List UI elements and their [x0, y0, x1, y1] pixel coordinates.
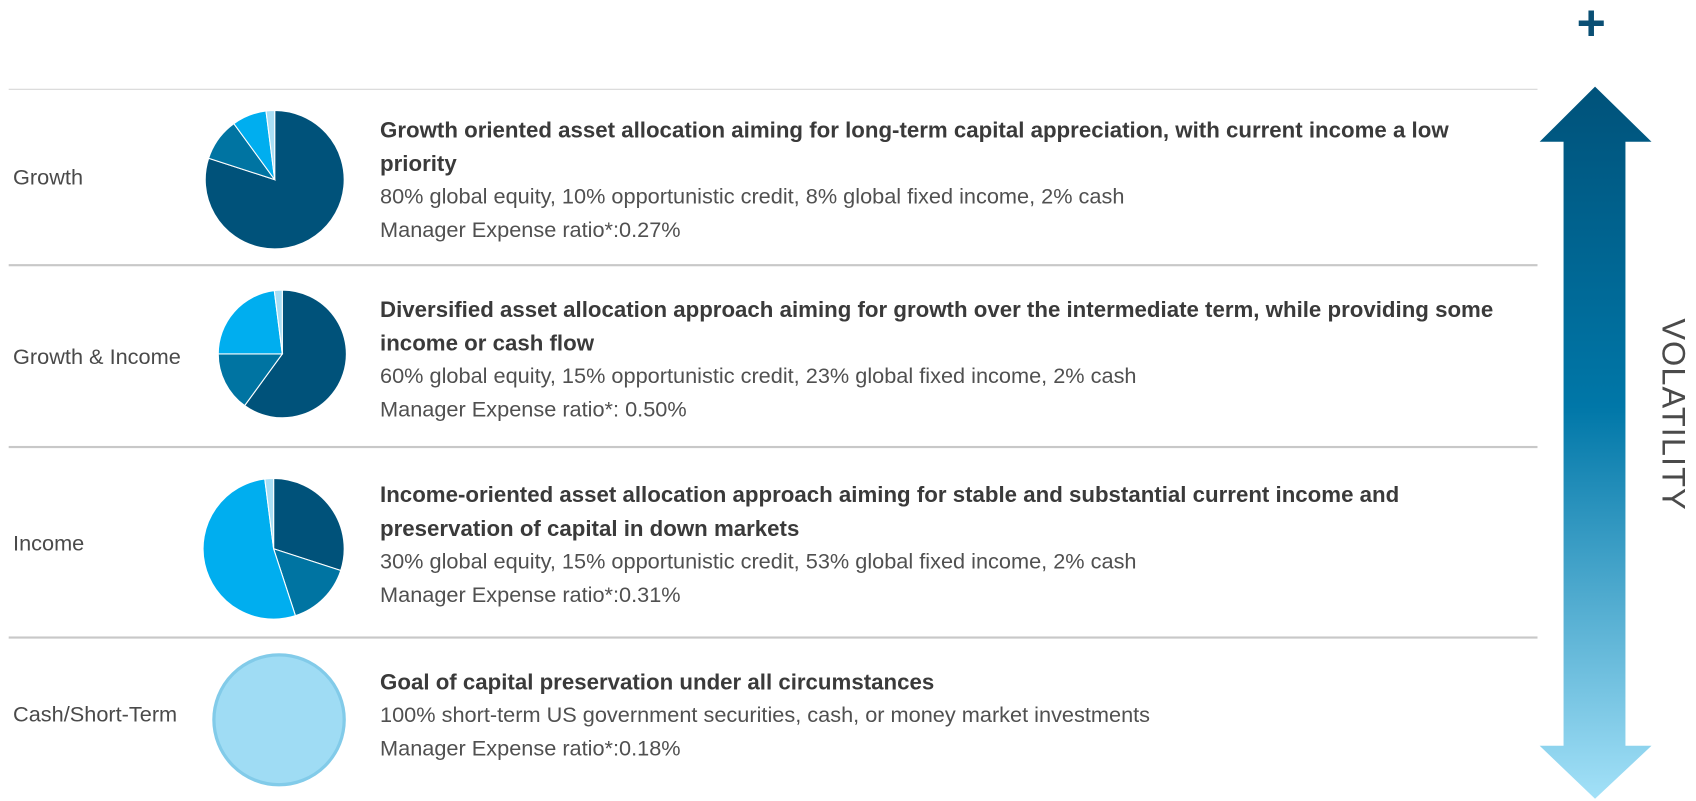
row-expense: Manager Expense ratio*:0.18% [380, 736, 681, 761]
row-text: Diversified asset allocation approach ai… [380, 293, 1531, 426]
row-title: Goal of capital preservation under all c… [380, 670, 935, 695]
separator [8, 445, 1538, 449]
pie-slice [273, 289, 283, 355]
volatility-label: VOLATILITY [1654, 318, 1691, 511]
row-text: Income-oriented asset allocation approac… [380, 478, 1531, 611]
row-title: Income-oriented asset allocation approac… [380, 482, 1400, 542]
pie-slice [217, 353, 284, 407]
row-allocation: 80% global equity, 10% opportunistic cre… [380, 185, 1125, 209]
row-title: Diversified asset allocation approach ai… [380, 297, 1494, 357]
row-text: Growth oriented asset allocation aiming … [380, 114, 1531, 247]
pie-chart [217, 289, 347, 419]
row-expense: Manager Expense ratio*:0.31% [380, 582, 681, 607]
row-expense: Manager Expense ratio*: 0.50% [380, 397, 687, 422]
volatility-arrow [1539, 86, 1652, 799]
row-text: Goal of capital preservation under all c… [380, 666, 1531, 766]
row-expense: Manager Expense ratio*:0.27% [380, 218, 681, 242]
separator [8, 636, 1538, 639]
pie-slice [265, 109, 276, 180]
pie-slice [217, 289, 283, 355]
row-label: Growth & Income [13, 345, 181, 370]
row-allocation: 100% short-term US government securities… [380, 703, 1151, 728]
pie-chart [212, 653, 346, 787]
pie-slice [202, 478, 297, 620]
row-label: Growth [13, 166, 84, 190]
plus-sign: + [1576, 0, 1606, 51]
row-allocation: 60% global equity, 15% opportunistic cre… [380, 364, 1137, 389]
separator [8, 88, 1538, 90]
pie-chart [202, 477, 345, 620]
pie-slice [243, 289, 347, 419]
pie-slice [212, 653, 346, 787]
pie-chart [204, 109, 345, 250]
separator [8, 264, 1538, 267]
pie-slice [264, 477, 275, 549]
row-label: Cash/Short-Term [13, 703, 178, 727]
row-label: Income [13, 531, 85, 556]
row-title: Growth oriented asset allocation aiming … [380, 117, 1449, 177]
pie-slice [273, 477, 345, 572]
row-allocation: 30% global equity, 15% opportunistic cre… [380, 549, 1137, 574]
